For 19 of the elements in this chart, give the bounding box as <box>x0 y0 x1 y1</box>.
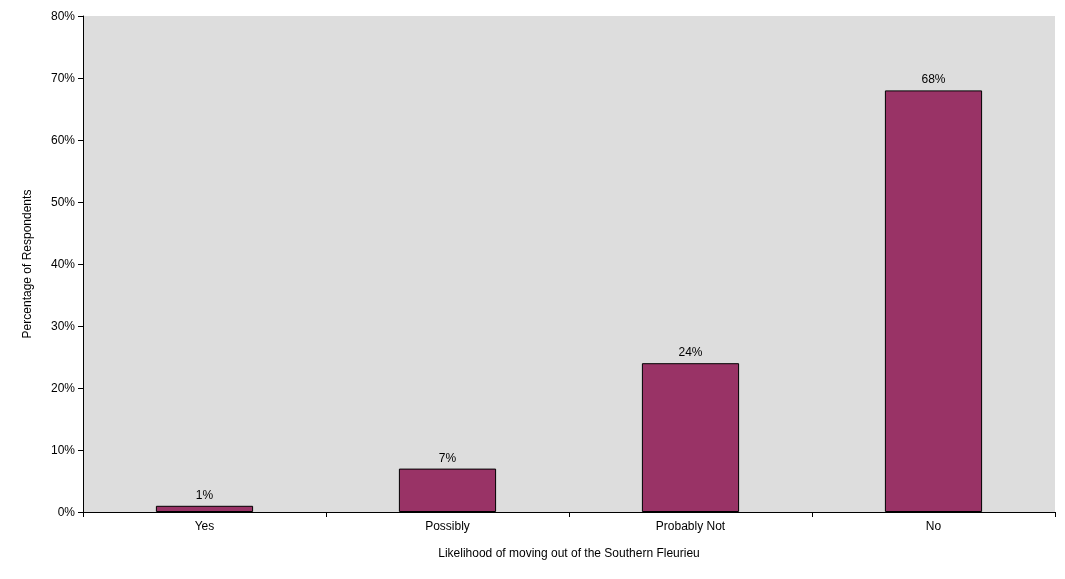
y-tick-label: 0% <box>57 505 76 519</box>
y-tick-label: 80% <box>50 9 76 23</box>
x-tick-label: No <box>925 519 942 533</box>
x-tick-label: Possibly <box>425 519 470 533</box>
x-tick-label: Probably Not <box>655 519 726 533</box>
x-axis-title: Likelihood of moving out of the Southern Fleurieu <box>438 546 700 560</box>
y-tick-label: 40% <box>50 257 76 271</box>
y-axis-title: Percentage of Respondents <box>20 189 34 339</box>
y-tick-label: 50% <box>50 195 76 209</box>
data-label: 7% <box>438 450 457 465</box>
y-tick-label: 10% <box>50 443 76 457</box>
data-label: 1% <box>195 487 214 502</box>
x-tick-label: Yes <box>194 519 215 533</box>
data-label: 24% <box>678 345 703 360</box>
y-tick-label: 60% <box>50 133 76 147</box>
y-tick-label: 70% <box>50 71 76 85</box>
data-label: 68% <box>921 72 946 87</box>
y-tick-label: 20% <box>50 381 76 395</box>
y-tick-label: 30% <box>50 319 76 333</box>
